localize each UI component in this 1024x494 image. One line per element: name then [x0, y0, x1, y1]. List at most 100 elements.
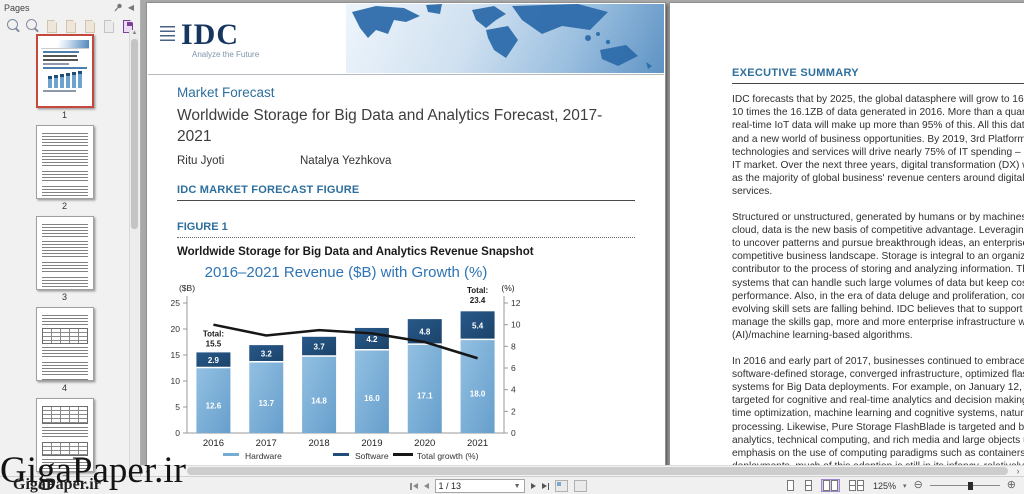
insert-pages-icon[interactable]	[83, 19, 95, 32]
total-annotation-value: 23.4	[470, 296, 486, 305]
pages-panel: Pages ◀ 12345 ▲	[0, 0, 141, 477]
page-number-input[interactable]: 1 / 13 ▼	[435, 479, 525, 493]
zoom-dropdown-icon[interactable]: ▾	[903, 482, 907, 490]
software-value-label: 3.7	[314, 342, 326, 351]
first-page-icon[interactable]	[410, 483, 418, 490]
facing-continuous-icon[interactable]	[847, 479, 866, 492]
left-tick-label: 20	[171, 324, 181, 334]
next-page-icon[interactable]	[531, 483, 536, 489]
left-tick-label: 25	[171, 298, 181, 308]
paragraph-line: (AI)/machine learning-based algorithms.	[732, 329, 1024, 342]
hardware-bar	[408, 344, 442, 433]
paragraph: In 2016 and early part of 2017, business…	[732, 355, 1024, 466]
continuous-icon[interactable]	[803, 479, 814, 492]
right-tick-label: 2	[511, 406, 516, 416]
legend-label: Software	[355, 451, 389, 461]
pdf-viewer: { "sidebar": { "panel_title": "Pages", "…	[0, 0, 1024, 494]
zoom-controls: 125% ▾ ⊖ ⊕	[785, 479, 1016, 492]
legend-swatch	[333, 453, 349, 456]
paragraph-line: competitive business landscape. Storage …	[732, 250, 1024, 263]
watermark-text-small: GigaPaper.ir	[13, 476, 101, 494]
paragraph-line: as the majority of global business' reve…	[732, 172, 1024, 185]
facing-pages-icon[interactable]	[821, 479, 840, 492]
paragraph-line: technologies and services will drive nea…	[732, 146, 1024, 159]
paragraph-line: Structured or unstructured, generated by…	[732, 211, 1024, 224]
page-banner: IDC Analyze the Future	[148, 4, 664, 75]
previous-page-icon[interactable]	[424, 483, 429, 489]
paragraph-line: services.	[732, 185, 1024, 198]
figure-title: Worldwide Storage for Big Data and Analy…	[177, 246, 534, 258]
legend-swatch	[393, 453, 413, 456]
zoom-out-icon[interactable]: ⊖	[914, 480, 923, 491]
document-page-2: EXECUTIVE SUMMARY IDC forecasts that by …	[669, 2, 1024, 466]
paragraph-line: In 2016 and early part of 2017, business…	[732, 355, 1024, 368]
horizontal-scrollbar-thumb[interactable]	[187, 467, 1008, 475]
paragraph-line: to uncover patterns and pursue breakthro…	[732, 237, 1024, 250]
page-thumbnail-1[interactable]	[36, 34, 94, 108]
chevron-down-icon[interactable]: ▼	[514, 483, 521, 490]
delete-pages-icon[interactable]	[102, 19, 114, 32]
last-page-icon[interactable]	[542, 483, 550, 490]
thumbnail-page-number: 2	[62, 201, 67, 212]
thumbnail-cell: 4	[36, 307, 94, 394]
left-axis-unit-label: ($B)	[179, 283, 195, 293]
scroll-right-icon[interactable]: ›	[1012, 466, 1024, 476]
sidebar-scrollbar[interactable]: ▲	[129, 30, 139, 477]
hardware-value-label: 14.8	[311, 397, 327, 406]
figure-label: FIGURE 1	[177, 221, 228, 233]
zoom-in-icon[interactable]: ⊕	[1007, 480, 1016, 491]
thumbnail-page-number: 3	[62, 292, 67, 303]
hardware-bar	[302, 356, 336, 433]
hardware-bar	[355, 350, 389, 433]
next-view-icon[interactable]	[574, 480, 587, 492]
paragraph-line: analytics, technical computing, and rich…	[732, 434, 1024, 447]
author-2: Natalya Yezhkova	[300, 155, 391, 167]
page-thumbnail-4[interactable]	[36, 307, 94, 381]
thumbnail-page-number: 1	[62, 110, 67, 121]
page-thumbnail-2[interactable]	[36, 125, 94, 199]
paragraph-line: software-defined storage, converged infr…	[732, 368, 1024, 381]
hardware-bar	[249, 362, 283, 433]
right-axis-unit-label: (%)	[501, 283, 514, 293]
paragraph-line: systems that can handle such large volum…	[732, 277, 1024, 290]
sidebar-scroll-up-icon[interactable]: ▲	[131, 30, 138, 36]
paragraph-line: 10 times the 16.1ZB of data generated in…	[732, 106, 1024, 119]
enlarge-thumbnails-icon[interactable]	[7, 19, 19, 32]
right-tick-label: 10	[511, 320, 521, 330]
legend-swatch	[223, 453, 239, 456]
right-tick-label: 8	[511, 341, 516, 351]
legend-label: Hardware	[245, 451, 282, 461]
thumbnail-cell: 1	[36, 34, 94, 121]
zoom-slider[interactable]	[930, 485, 1000, 486]
single-page-icon[interactable]	[785, 479, 796, 492]
hardware-value-label: 12.6	[206, 401, 222, 410]
hardware-value-label: 13.7	[258, 399, 274, 408]
previous-view-icon[interactable]	[555, 480, 568, 492]
paragraph-line: emphasis on the use of computing paradig…	[732, 447, 1024, 460]
software-value-label: 3.2	[261, 349, 273, 358]
software-value-label: 5.4	[472, 321, 484, 330]
hardware-value-label: 18.0	[470, 390, 486, 399]
hardware-bar	[196, 367, 230, 433]
thumbnail-cell: 3	[36, 216, 94, 303]
right-tick-label: 4	[511, 385, 516, 395]
document-page-1: IDC Analyze the Future	[146, 2, 666, 466]
total-annotation-value: 15.5	[206, 339, 222, 348]
paragraph-line: IDC forecasts that by 2025, the global d…	[732, 93, 1024, 106]
rotate-left-icon[interactable]	[45, 19, 57, 32]
executive-summary-rule	[732, 83, 1024, 84]
right-tick-label: 6	[511, 363, 516, 373]
document-viewport: IDC Analyze the Future	[141, 0, 1024, 466]
pin-icon[interactable]	[113, 3, 123, 13]
sidebar-scrollbar-thumb[interactable]	[131, 39, 138, 229]
rotate-right-icon[interactable]	[64, 19, 76, 32]
author-1: Ritu Jyoti	[177, 155, 224, 167]
page-thumbnail-3[interactable]	[36, 216, 94, 290]
zoom-slider-thumb[interactable]	[968, 482, 973, 490]
reduce-thumbnails-icon[interactable]	[26, 19, 38, 32]
paragraph-line: time optimization, machine learning and …	[732, 407, 1024, 420]
x-axis-category-label: 2019	[361, 438, 382, 449]
chart-title: 2016–2021 Revenue ($B) with Growth (%)	[165, 264, 527, 281]
collapse-panel-icon[interactable]: ◀	[126, 3, 136, 13]
pages-panel-header: Pages ◀	[0, 0, 140, 16]
